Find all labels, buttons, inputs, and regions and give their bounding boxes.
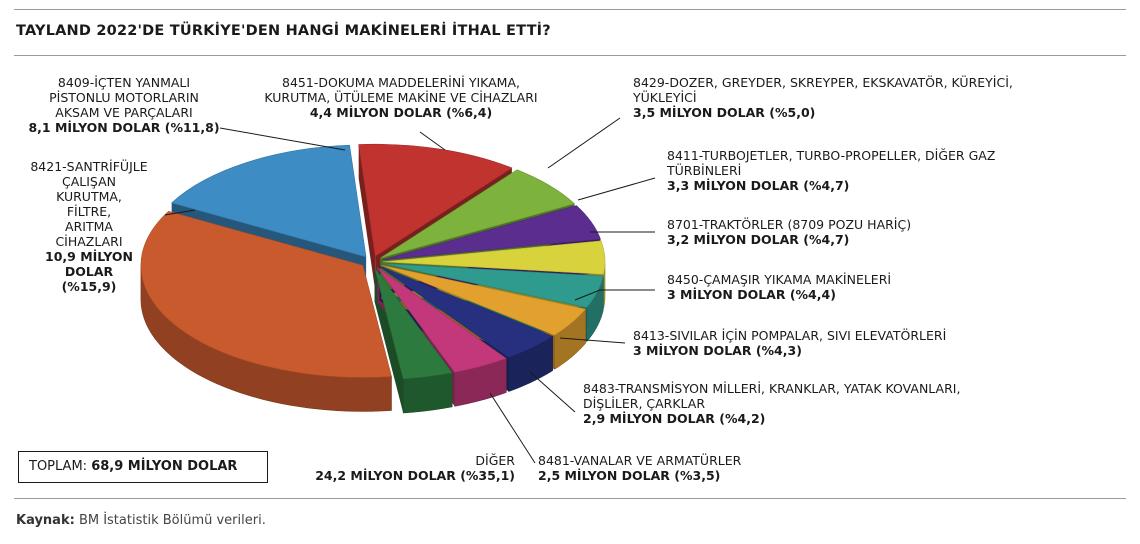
slice-label-8421: 8421-SANTRİFÜJLE ÇALIŞAN KURUTMA, FİLTRE… [14,159,164,294]
slice-label-line: 8483-TRANSMİSYON MİLLERİ, KRANKLAR, YATA… [583,381,961,396]
leader-line [419,131,446,151]
slice-label-line: 8429-DOZER, GREYDER, SKREYPER, EKSKAVATÖ… [633,75,1013,90]
slice-label-8411: 8411-TURBOJETLER, TURBO-PROPELLER, DİĞER… [667,148,995,193]
pie-slice [382,240,606,275]
pie-slice [380,169,576,259]
slice-label-line: 8701-TRAKTÖRLER (8709 POZU HARİÇ) [667,217,912,232]
slice-value: 2,5 MİLYON DOLAR (%3,5) [538,468,721,483]
slice-label-8413: 8413-SIVILAR İÇİN POMPALAR, SIVI ELEVATÖ… [633,328,946,358]
pie-slice [140,210,392,378]
leader-line [547,117,621,169]
leader-line [529,371,576,413]
slice-label-line: 8421-SANTRİFÜJLE [30,159,148,174]
slice-label-line: PİSTONLU MOTORLARIN [49,90,199,105]
slice-label-8451: 8451-DOKUMA MADDELERİNİ YIKAMA, KURUTMA,… [236,75,566,120]
pie-slice [374,267,453,380]
slice-label-line: FİLTRE, [66,204,112,219]
slice-label-line: KURUTMA, [56,189,122,204]
slice-label-8429: 8429-DOZER, GREYDER, SKREYPER, EKSKAVATÖ… [633,75,1013,120]
slice-label-8701: 8701-TRAKTÖRLER (8709 POZU HARİÇ) 3,2 Mİ… [667,217,911,247]
leader-line [577,177,656,201]
slice-label-line: DİŞLİLER, ÇARKLAR [583,396,706,411]
slice-value: 24,2 MİLYON DOLAR (%35,1) [315,468,515,483]
slice-label-8481: 8481-VANALAR VE ARMATÜRLER 2,5 MİLYON DO… [538,453,741,483]
pie-slice [376,267,507,373]
pie-slice [382,263,604,308]
slice-value: 10,9 MİLYON [45,249,133,264]
slice-value: 3,3 MİLYON DOLAR (%4,7) [667,178,850,193]
pie-slice [379,266,554,358]
pie-tops [140,143,606,380]
bottom-rule [14,498,1126,499]
leader-line [559,337,626,344]
pie-slice-side [402,372,453,414]
total-box: TOPLAM: 68,9 MİLYON DOLAR [18,451,268,483]
title-rule [14,55,1126,56]
slice-value: 3 MİLYON DOLAR (%4,4) [667,287,836,302]
slice-value: DOLAR [64,264,114,279]
slice-label-8483: 8483-TRANSMİSYON MİLLERİ, KRANKLAR, YATA… [583,381,960,426]
leader-line [219,127,346,151]
pie-slice-wall [358,144,376,291]
slice-label-line: 8409-İÇTEN YANMALI [57,75,191,90]
slice-label-diger: DİĞER 24,2 MİLYON DOLAR (%35,1) [290,453,515,483]
slice-label-line: 8481-VANALAR VE ARMATÜRLER [538,453,742,468]
slice-label-line: 8451-DOKUMA MADDELERİNİ YIKAMA, [282,75,520,90]
slice-value: 3 MİLYON DOLAR (%4,3) [633,343,802,358]
total-label: TOPLAM: [29,459,88,474]
slice-label-line: 8413-SIVILAR İÇİN POMPALAR, SIVI ELEVATÖ… [633,328,947,343]
leader-lines [164,117,656,464]
source-text: BM İstatistik Bölümü verileri. [78,513,266,528]
leader-line [574,289,655,301]
pie-slice [171,144,367,258]
slice-value: (%15,9) [61,279,117,294]
slice-label-line: 8411-TURBOJETLER, TURBO-PROPELLER, DİĞER… [667,148,996,163]
slice-value: 8,1 MİLYON DOLAR (%11,8) [28,120,220,135]
slice-label-line: KURUTMA, ÜTÜLEME MAKİNE VE CİHAZLARI [264,90,538,105]
chart-title: TAYLAND 2022'DE TÜRKİYE'DEN HANGİ MAKİNE… [16,23,551,39]
pie-slice [358,143,513,257]
slice-label-8409: 8409-İÇTEN YANMALI PİSTONLU MOTORLARIN A… [14,75,234,135]
pie-slice [381,264,587,336]
slice-label-8450: 8450-ÇAMAŞIR YIKAMA MAKİNELERİ 3 MİLYON … [667,272,891,302]
slice-label-line: DİĞER [475,453,515,468]
slice-label-line: YÜKLEYİCİ [633,90,697,105]
slice-label-line: TÜRBİNLERİ [667,163,742,178]
slice-value: 4,4 MİLYON DOLAR (%6,4) [309,105,493,120]
source-note: Kaynak: BM İstatistik Bölümü verileri. [16,513,266,528]
leader-line [489,392,536,464]
slice-label-line: 8450-ÇAMAŞIR YIKAMA MAKİNELERİ [667,272,892,287]
slice-label-line: AKSAM VE PARÇALARI [55,105,193,120]
top-rule [14,9,1126,10]
slice-label-line: ÇALIŞAN [62,174,116,189]
slice-value: 3,5 MİLYON DOLAR (%5,0) [633,105,816,120]
slice-value: 3,2 MİLYON DOLAR (%4,7) [667,232,850,247]
slice-value: 2,9 MİLYON DOLAR (%4,2) [583,411,766,426]
leader-line [164,209,196,216]
source-label: Kaynak: [16,513,75,528]
slice-label-line: CİHAZLARI [55,234,123,249]
total-value: 68,9 MİLYON DOLAR [91,459,238,474]
pie-slice [382,205,601,261]
slice-label-line: ARITMA [65,219,113,234]
